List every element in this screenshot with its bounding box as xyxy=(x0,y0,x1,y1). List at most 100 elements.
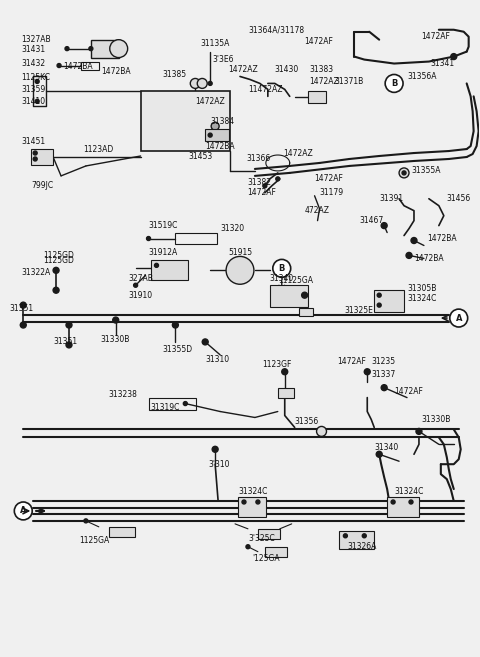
Bar xyxy=(387,497,419,517)
Text: 31341: 31341 xyxy=(431,59,455,68)
Text: 1327AB: 1327AB xyxy=(21,35,51,44)
Circle shape xyxy=(301,292,308,298)
Text: 31912A: 31912A xyxy=(148,248,178,257)
Text: 31359: 31359 xyxy=(21,85,46,94)
Circle shape xyxy=(208,133,212,137)
Circle shape xyxy=(146,237,151,240)
Text: 3'325C: 3'325C xyxy=(248,534,275,543)
Text: 31383: 31383 xyxy=(310,65,334,74)
Circle shape xyxy=(208,81,212,85)
Bar xyxy=(148,397,196,409)
Text: 327AB: 327AB xyxy=(129,274,154,283)
Text: 313238: 313238 xyxy=(109,390,138,399)
Text: 1472AZ: 1472AZ xyxy=(310,77,339,86)
Text: 1472BA: 1472BA xyxy=(205,141,235,150)
Circle shape xyxy=(155,263,158,267)
Text: 3'310: 3'310 xyxy=(208,460,230,468)
Circle shape xyxy=(172,322,179,328)
Text: 31324C: 31324C xyxy=(407,294,436,303)
Text: 31432: 31432 xyxy=(21,59,46,68)
Text: 1472AZ: 1472AZ xyxy=(283,148,312,158)
Text: 31351: 31351 xyxy=(9,304,34,313)
Text: 31431: 31431 xyxy=(21,45,46,54)
Circle shape xyxy=(20,302,26,308)
Circle shape xyxy=(381,223,387,229)
Text: 1472AF: 1472AF xyxy=(305,37,334,46)
Bar xyxy=(374,290,404,312)
Circle shape xyxy=(35,99,39,103)
Bar xyxy=(141,91,230,151)
Circle shape xyxy=(202,339,208,345)
Text: 1125GD: 1125GD xyxy=(43,256,74,265)
Circle shape xyxy=(66,342,72,348)
Text: 31519C: 31519C xyxy=(148,221,178,230)
Circle shape xyxy=(256,500,260,504)
Text: 31320: 31320 xyxy=(220,224,244,233)
Text: 1472AF: 1472AF xyxy=(247,189,276,197)
Text: 31325E: 31325E xyxy=(344,306,373,315)
Text: 31179: 31179 xyxy=(320,189,344,197)
Circle shape xyxy=(33,157,37,161)
Text: A: A xyxy=(456,313,462,323)
Text: 31356: 31356 xyxy=(295,417,319,426)
Circle shape xyxy=(65,47,69,51)
Text: 31467: 31467 xyxy=(360,216,384,225)
Text: 31330B: 31330B xyxy=(101,336,130,344)
Circle shape xyxy=(226,256,254,284)
Circle shape xyxy=(57,64,61,68)
Text: 31135A: 31135A xyxy=(200,39,229,48)
Bar xyxy=(339,531,374,549)
Text: 1123AD: 1123AD xyxy=(83,145,113,154)
Text: 31326A: 31326A xyxy=(348,542,377,551)
Circle shape xyxy=(399,168,409,178)
Bar xyxy=(109,527,134,537)
Circle shape xyxy=(391,500,395,504)
Bar xyxy=(265,547,287,556)
Text: 11125GA: 11125GA xyxy=(278,276,313,284)
Text: 31371B: 31371B xyxy=(335,77,364,86)
Text: 31451: 31451 xyxy=(21,137,46,146)
Bar xyxy=(278,388,294,397)
Text: 31456: 31456 xyxy=(447,194,471,203)
Circle shape xyxy=(273,260,291,277)
Bar xyxy=(81,62,99,70)
Text: 1123GF: 1123GF xyxy=(262,360,291,369)
Circle shape xyxy=(385,74,403,93)
Bar xyxy=(91,39,119,58)
Text: 799JC: 799JC xyxy=(31,181,53,191)
Bar xyxy=(151,260,188,281)
Circle shape xyxy=(53,267,59,273)
Text: 11472AZ: 11472AZ xyxy=(248,85,282,94)
Bar xyxy=(258,529,280,539)
Text: 31385: 31385 xyxy=(162,70,187,79)
Circle shape xyxy=(376,451,382,457)
Text: 1472AF: 1472AF xyxy=(421,32,450,41)
Text: 31235: 31235 xyxy=(371,357,396,367)
Text: 31340: 31340 xyxy=(270,274,294,283)
Circle shape xyxy=(89,47,93,51)
Circle shape xyxy=(190,78,200,89)
Text: 1125GD: 1125GD xyxy=(43,251,74,260)
Text: 1125GA: 1125GA xyxy=(79,536,109,545)
Text: 31382: 31382 xyxy=(247,178,271,187)
Circle shape xyxy=(242,500,246,504)
Circle shape xyxy=(53,287,59,293)
Text: 31324C: 31324C xyxy=(238,487,267,495)
Text: 31356A: 31356A xyxy=(407,72,436,81)
Circle shape xyxy=(113,317,119,323)
Text: 31319C: 31319C xyxy=(151,403,180,412)
Circle shape xyxy=(381,384,387,391)
Text: 31430: 31430 xyxy=(275,65,299,74)
Text: 31355A: 31355A xyxy=(411,166,441,175)
Text: 31384: 31384 xyxy=(210,117,234,125)
Text: 31351: 31351 xyxy=(53,338,77,346)
Text: 1472BA: 1472BA xyxy=(427,234,456,243)
Circle shape xyxy=(33,151,37,155)
Text: 1472BA: 1472BA xyxy=(63,62,93,71)
Circle shape xyxy=(362,533,366,538)
Circle shape xyxy=(402,171,406,175)
Text: 31366: 31366 xyxy=(246,154,270,164)
Circle shape xyxy=(20,322,26,328)
Text: 1472AF: 1472AF xyxy=(394,387,423,396)
Text: 31410: 31410 xyxy=(21,97,46,106)
